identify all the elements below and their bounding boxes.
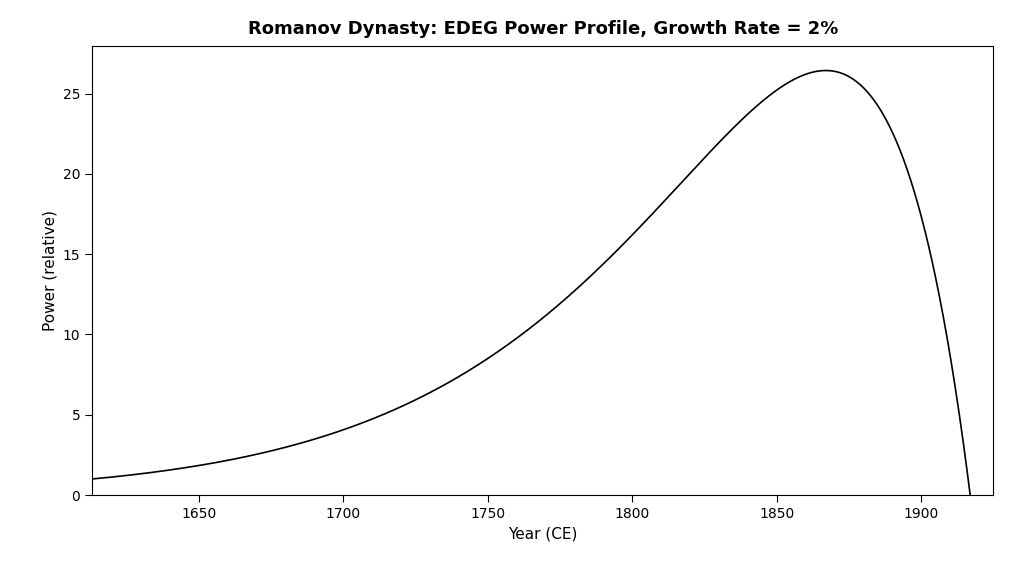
Y-axis label: Power (relative): Power (relative): [42, 210, 57, 331]
X-axis label: Year (CE): Year (CE): [508, 526, 578, 541]
Title: Romanov Dynasty: EDEG Power Profile, Growth Rate = 2%: Romanov Dynasty: EDEG Power Profile, Gro…: [248, 20, 838, 39]
